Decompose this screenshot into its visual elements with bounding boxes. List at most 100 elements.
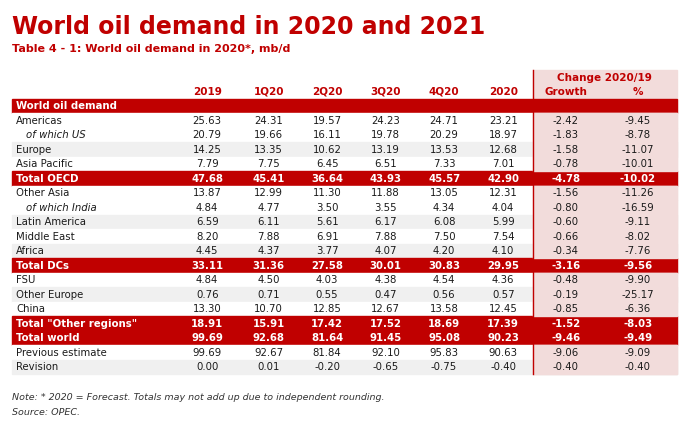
Text: Middle East: Middle East [16,231,75,242]
Text: 10.62: 10.62 [313,145,341,154]
Text: of which US: of which US [26,130,86,140]
Text: 4.10: 4.10 [492,246,514,256]
Text: Europe: Europe [16,145,52,154]
Text: -2.42: -2.42 [553,115,579,126]
Text: -0.40: -0.40 [490,362,516,372]
Bar [533,229,677,244]
Text: -1.56: -1.56 [553,188,579,198]
Text: %: % [632,87,643,96]
Text: 4.07: 4.07 [375,246,397,256]
Text: Growth: Growth [545,87,588,96]
Text: 6.51: 6.51 [374,159,397,169]
Text: -9.90: -9.90 [625,275,651,285]
Text: -1.58: -1.58 [553,145,579,154]
Text: 4.54: 4.54 [433,275,456,285]
Text: World oil demand in 2020 and 2021: World oil demand in 2020 and 2021 [12,15,486,39]
Bar [12,142,677,157]
Text: Change 2020/19: Change 2020/19 [558,73,652,83]
Text: 90.23: 90.23 [488,333,519,343]
Text: -4.78: -4.78 [551,173,581,184]
Bar [12,157,677,171]
Text: 13.05: 13.05 [430,188,458,198]
Text: Latin America: Latin America [16,217,86,227]
Text: 0.00: 0.00 [196,362,218,372]
Text: World oil demand: World oil demand [16,101,118,111]
Text: -6.36: -6.36 [625,304,651,314]
Text: Total "Other regions": Total "Other regions" [16,319,137,329]
Text: 3.55: 3.55 [374,203,397,213]
Bar [12,171,677,186]
Text: 47.68: 47.68 [191,173,223,184]
Text: 17.42: 17.42 [311,319,343,329]
Text: 7.79: 7.79 [196,159,218,169]
Text: 10.70: 10.70 [254,304,283,314]
Text: 19.57: 19.57 [313,115,342,126]
Text: 0.47: 0.47 [375,290,397,299]
Bar [12,258,677,273]
Text: 4.77: 4.77 [257,203,280,213]
Bar [533,287,677,302]
Text: 4.84: 4.84 [196,203,218,213]
Text: 5.99: 5.99 [492,217,515,227]
Bar [533,302,677,316]
Text: Total DCs: Total DCs [16,261,69,271]
Text: -8.03: -8.03 [623,319,652,329]
Text: -11.07: -11.07 [622,145,654,154]
Text: Total OECD: Total OECD [16,173,79,184]
Text: Table 4 - 1: World oil demand in 2020*, mb/d: Table 4 - 1: World oil demand in 2020*, … [12,44,290,55]
Bar [533,70,677,374]
Text: 24.31: 24.31 [254,115,283,126]
Text: 4.34: 4.34 [433,203,456,213]
Text: 6.17: 6.17 [374,217,397,227]
Text: 13.53: 13.53 [430,145,458,154]
Bar [12,113,677,128]
Text: Previous estimate: Previous estimate [16,348,107,357]
Text: 18.91: 18.91 [191,319,223,329]
Bar [533,360,677,374]
Text: -1.83: -1.83 [553,130,579,140]
Text: 95.83: 95.83 [430,348,458,357]
Text: 16.11: 16.11 [313,130,341,140]
Text: -0.40: -0.40 [553,362,579,372]
Bar [533,345,677,360]
Text: 90.63: 90.63 [489,348,517,357]
Text: 91.45: 91.45 [369,333,402,343]
Text: 7.50: 7.50 [432,231,456,242]
Text: 19.66: 19.66 [254,130,284,140]
Text: 6.08: 6.08 [433,217,456,227]
Text: 7.54: 7.54 [492,231,515,242]
Bar [12,229,677,244]
Text: -9.45: -9.45 [625,115,651,126]
Text: 24.71: 24.71 [430,115,458,126]
Text: 17.52: 17.52 [370,319,402,329]
Bar [533,113,677,128]
Text: 99.69: 99.69 [192,348,222,357]
Text: 92.67: 92.67 [254,348,284,357]
Text: -9.56: -9.56 [623,261,652,271]
Bar [533,186,677,201]
Text: 3.50: 3.50 [316,203,339,213]
Text: 0.71: 0.71 [258,290,280,299]
Bar [533,157,677,171]
Text: 4.45: 4.45 [196,246,218,256]
Bar [12,302,677,316]
Text: 7.01: 7.01 [492,159,515,169]
Text: 7.75: 7.75 [257,159,280,169]
Text: -11.26: -11.26 [622,188,654,198]
Bar [12,186,677,201]
Text: -10.02: -10.02 [619,173,656,184]
Text: -0.65: -0.65 [373,362,398,372]
Text: 0.55: 0.55 [316,290,339,299]
Bar [12,128,677,142]
Text: -0.85: -0.85 [553,304,579,314]
Text: Source: OPEC.: Source: OPEC. [12,408,80,417]
Text: Total world: Total world [16,333,80,343]
Text: -0.75: -0.75 [431,362,457,372]
Text: Africa: Africa [16,246,45,256]
Text: 4.36: 4.36 [492,275,515,285]
Text: -1.52: -1.52 [551,319,581,329]
Bar [12,215,677,229]
Text: 12.31: 12.31 [489,188,517,198]
Text: 12.68: 12.68 [489,145,517,154]
Text: 95.08: 95.08 [428,333,460,343]
